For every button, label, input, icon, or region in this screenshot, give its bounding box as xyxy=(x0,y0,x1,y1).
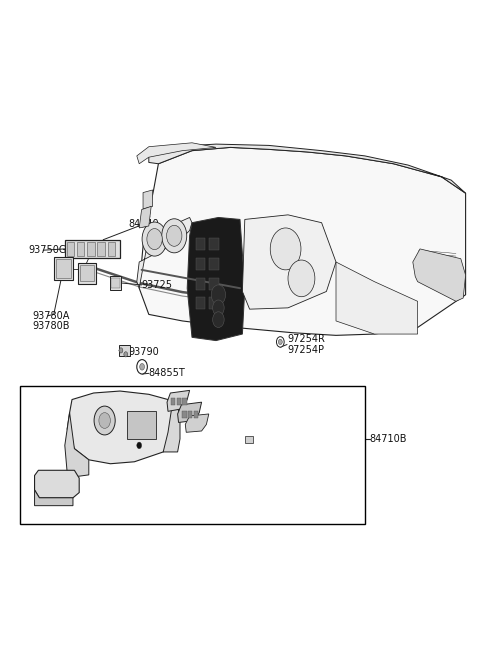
Bar xyxy=(245,436,253,443)
Polygon shape xyxy=(167,390,190,411)
Polygon shape xyxy=(137,143,216,164)
Circle shape xyxy=(211,285,226,305)
Bar xyxy=(194,411,198,418)
Polygon shape xyxy=(137,217,192,288)
Polygon shape xyxy=(336,262,418,334)
Bar xyxy=(209,258,219,270)
Bar xyxy=(196,258,205,270)
Bar xyxy=(127,411,156,439)
Circle shape xyxy=(124,352,128,357)
Text: 93780B: 93780B xyxy=(33,321,70,331)
Text: 1249EE: 1249EE xyxy=(258,439,295,449)
Bar xyxy=(87,242,95,256)
Text: 95950: 95950 xyxy=(226,405,256,415)
Text: 97254R: 97254R xyxy=(287,334,325,345)
Text: 97254P: 97254P xyxy=(287,345,324,355)
Bar xyxy=(209,238,219,250)
Text: 94520: 94520 xyxy=(174,449,204,460)
Polygon shape xyxy=(65,413,89,477)
Bar xyxy=(56,259,71,278)
Text: 84840: 84840 xyxy=(129,219,159,229)
Bar xyxy=(111,278,120,288)
Bar xyxy=(97,242,105,256)
Circle shape xyxy=(270,228,301,270)
Bar xyxy=(209,278,219,290)
Circle shape xyxy=(140,364,144,370)
Bar xyxy=(108,242,115,256)
Bar xyxy=(54,257,73,280)
Bar xyxy=(171,398,175,405)
Polygon shape xyxy=(67,391,180,464)
Text: 93750G: 93750G xyxy=(29,245,67,255)
Polygon shape xyxy=(178,402,202,422)
Polygon shape xyxy=(163,401,180,452)
Circle shape xyxy=(99,413,110,428)
Text: 84855T: 84855T xyxy=(149,368,186,379)
Circle shape xyxy=(137,360,147,374)
Circle shape xyxy=(213,300,224,316)
Text: 84710B: 84710B xyxy=(370,434,407,444)
Bar xyxy=(110,276,121,290)
Text: 84743F: 84743F xyxy=(43,400,80,410)
Polygon shape xyxy=(35,470,79,498)
Polygon shape xyxy=(149,144,466,193)
Bar xyxy=(65,240,120,258)
Text: 84710B: 84710B xyxy=(119,400,156,410)
Text: 1018AD: 1018AD xyxy=(23,435,62,445)
Circle shape xyxy=(147,229,162,250)
Text: 84742A: 84742A xyxy=(23,470,60,481)
Polygon shape xyxy=(35,490,73,506)
Bar xyxy=(209,297,219,309)
Polygon shape xyxy=(413,249,466,301)
Circle shape xyxy=(162,219,187,253)
Circle shape xyxy=(288,260,315,297)
Text: 84743E: 84743E xyxy=(23,460,60,470)
Bar xyxy=(119,345,130,356)
Bar xyxy=(188,411,192,418)
Text: 93725: 93725 xyxy=(142,280,173,290)
Bar xyxy=(196,297,205,309)
Bar xyxy=(67,242,74,256)
Circle shape xyxy=(278,339,282,345)
Bar xyxy=(196,278,205,290)
Bar xyxy=(80,265,94,281)
Text: 93790: 93790 xyxy=(129,347,159,358)
Circle shape xyxy=(137,442,142,449)
Polygon shape xyxy=(242,215,336,309)
Circle shape xyxy=(276,337,284,347)
Polygon shape xyxy=(185,414,209,432)
Circle shape xyxy=(119,348,123,353)
Polygon shape xyxy=(143,190,153,209)
Bar xyxy=(20,386,365,524)
Bar xyxy=(177,398,181,405)
Circle shape xyxy=(94,406,115,435)
Polygon shape xyxy=(187,217,245,341)
Text: 93780A: 93780A xyxy=(33,310,70,321)
Bar xyxy=(77,242,84,256)
Polygon shape xyxy=(139,206,151,228)
Text: 97420: 97420 xyxy=(245,419,276,430)
Bar xyxy=(196,238,205,250)
Text: 84741A: 84741A xyxy=(96,499,133,510)
Circle shape xyxy=(167,225,182,246)
Bar xyxy=(78,263,96,284)
Bar xyxy=(182,411,187,418)
Bar xyxy=(182,398,187,405)
Circle shape xyxy=(213,312,224,328)
Circle shape xyxy=(142,222,167,256)
Polygon shape xyxy=(139,147,466,335)
Text: 97410B: 97410B xyxy=(226,394,263,405)
